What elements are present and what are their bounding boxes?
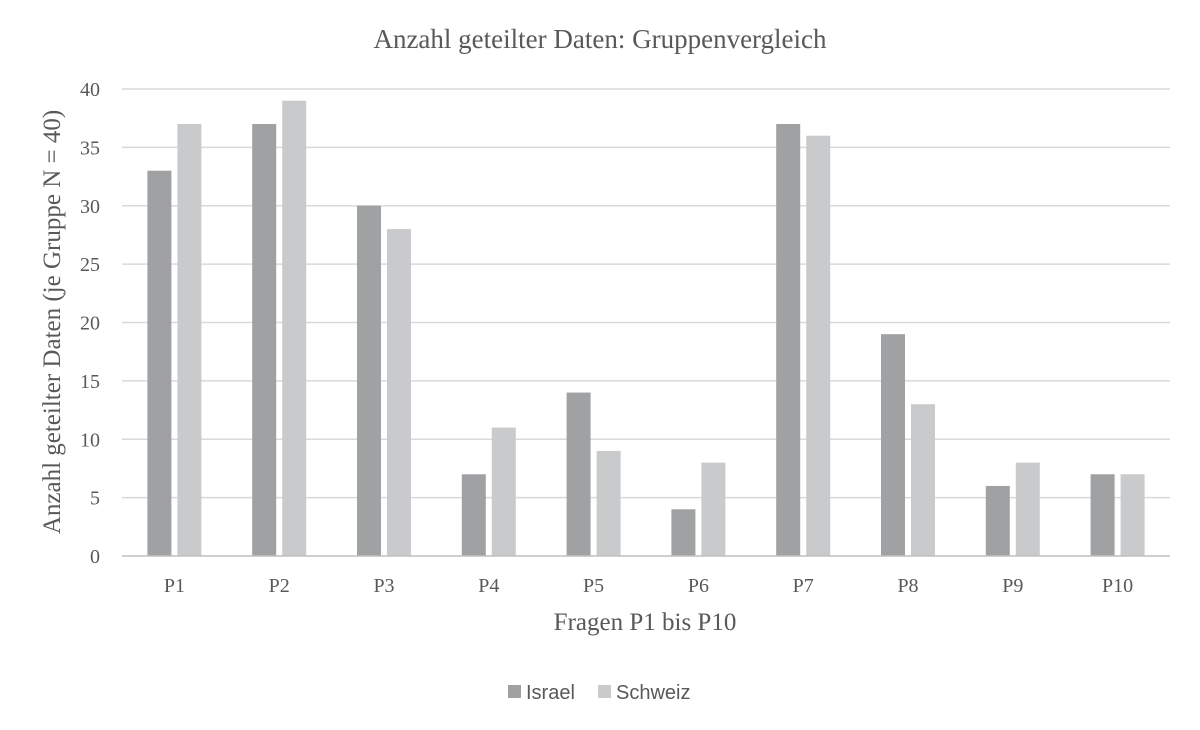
bar-israel-p8 xyxy=(881,334,905,556)
x-tick-label: P8 xyxy=(897,575,918,597)
bar-schweiz-p10 xyxy=(1120,474,1145,556)
x-tick-labels: P1 P2 P3 P4 P5 P6 P7 P8 P9 P10 xyxy=(164,575,1133,597)
y-tick-label: 10 xyxy=(80,429,100,451)
bar-israel-p2 xyxy=(252,124,277,557)
y-tick-label: 30 xyxy=(80,196,100,218)
x-tick-label: P4 xyxy=(478,575,499,597)
bar-schweiz-p2 xyxy=(282,100,307,557)
bar-israel-p3 xyxy=(357,205,381,556)
bar-schweiz-p9 xyxy=(1015,462,1040,556)
x-tick-label: P3 xyxy=(373,575,394,597)
y-tick-label: 5 xyxy=(90,488,100,510)
bar-israel-p9 xyxy=(985,485,1010,556)
legend: Israel Schweiz xyxy=(508,682,690,704)
x-tick-label: P9 xyxy=(1002,575,1023,597)
x-tick-label: P5 xyxy=(583,575,604,597)
x-tick-label: P10 xyxy=(1102,575,1133,597)
bar-israel-p7 xyxy=(776,124,801,557)
bar-israel-p5 xyxy=(566,392,591,556)
legend-label-israel: Israel xyxy=(526,682,575,704)
chart-title: Anzahl geteilter Daten: Gruppenvergleich xyxy=(373,24,827,54)
y-tick-label: 25 xyxy=(80,254,100,276)
y-tick-label: 40 xyxy=(80,79,100,101)
bar-schweiz-p6 xyxy=(701,462,726,556)
bar-israel-p10 xyxy=(1090,474,1115,556)
y-tick-label: 15 xyxy=(80,371,100,393)
bar-schweiz-p8 xyxy=(911,404,935,556)
bar-schweiz-p4 xyxy=(491,427,516,556)
x-tick-label: P1 xyxy=(164,575,185,597)
bar-israel-p4 xyxy=(461,474,486,556)
y-tick-label: 35 xyxy=(80,137,100,159)
bar-schweiz-p7 xyxy=(806,135,831,556)
x-axis-title: Fragen P1 bis P10 xyxy=(554,609,737,636)
x-tick-label: P7 xyxy=(793,575,814,597)
legend-swatch-israel xyxy=(508,685,521,698)
legend-label-schweiz: Schweiz xyxy=(616,682,690,704)
bar-schweiz-p1 xyxy=(177,124,202,557)
y-tick-label: 0 xyxy=(90,546,100,568)
bar-israel-p1 xyxy=(147,170,172,556)
y-axis-title: Anzahl geteilter Daten (je Gruppe N = 40… xyxy=(39,110,66,534)
bar-schweiz-p5 xyxy=(596,450,621,556)
x-tick-label: P6 xyxy=(688,575,709,597)
x-tick-label: P2 xyxy=(269,575,290,597)
bars xyxy=(147,100,1145,557)
y-tick-labels: 0 5 10 15 20 25 30 35 40 xyxy=(80,79,100,568)
bar-schweiz-p3 xyxy=(387,229,411,556)
gridlines xyxy=(122,88,1170,499)
y-tick-label: 20 xyxy=(80,313,100,335)
bar-israel-p6 xyxy=(671,509,696,556)
legend-swatch-schweiz xyxy=(598,685,611,698)
